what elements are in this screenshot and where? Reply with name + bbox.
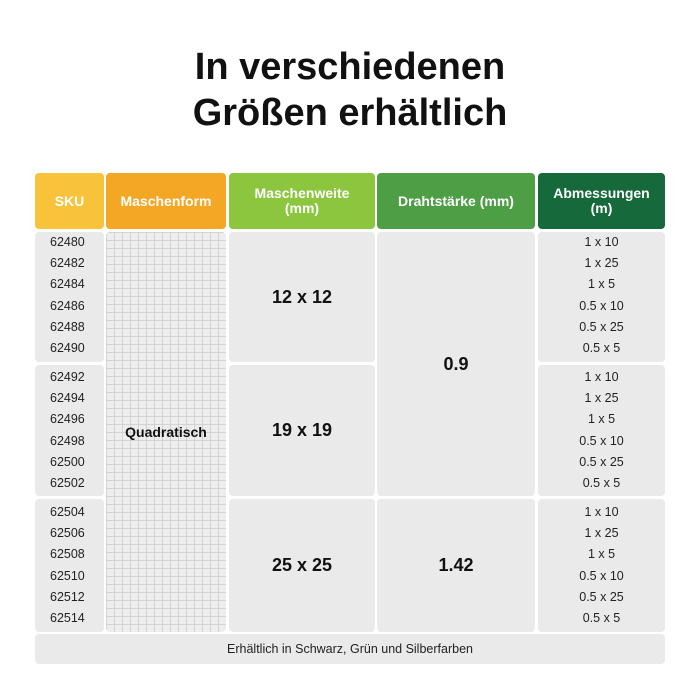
header-abmessungen: Abmessungen (m)	[538, 173, 665, 229]
sku-cell: 62508	[50, 547, 85, 562]
header-sku-label: SKU	[54, 192, 85, 209]
sku-cell: 62480	[50, 235, 85, 249]
abmessungen-cell: 0.5 x 5	[582, 340, 621, 355]
sku-cell: 62496	[50, 412, 85, 427]
maschenweite-cell-3: 25 x 25	[229, 499, 375, 632]
abmessungen-cell: 0.5 x 25	[579, 589, 624, 604]
sku-list-group-1: 62480 62482 62484 62486 62488 62490	[35, 232, 105, 359]
maschenweite-value: 12 x 12	[271, 286, 333, 307]
abmessungen-cell: 0.5 x 25	[579, 319, 624, 334]
abmessungen-cell: 1 x 5	[587, 277, 616, 292]
sku-list-group-3: 62504 62506 62508 62510 62512 62514	[35, 502, 105, 629]
sku-cell: 62498	[50, 433, 85, 448]
page-title: In verschiedenen Größen erhältlich	[0, 44, 700, 136]
sku-block-1	[35, 232, 104, 362]
header-abmessungen-unit: (m)	[590, 200, 613, 216]
header-abmessungen-label: Abmessungen	[553, 185, 650, 201]
sku-block-2	[35, 365, 104, 496]
sku-cell: 62492	[50, 370, 85, 384]
abmessungen-cell: 0.5 x 25	[579, 454, 624, 469]
sku-cell: 62490	[50, 340, 85, 355]
availability-footer: Erhältlich in Schwarz, Grün und Silberfa…	[35, 634, 665, 664]
maschenform-cell: Quadratisch	[106, 232, 226, 632]
abmessungen-block-2	[538, 365, 665, 496]
header-maschenweite-label: Maschenweite	[254, 185, 350, 201]
sku-cell: 62494	[50, 391, 85, 406]
abmessungen-cell: 0.5 x 5	[582, 475, 621, 490]
sku-cell: 62514	[50, 610, 85, 625]
maschenweite-value: 19 x 19	[271, 420, 333, 440]
abmessungen-block-3	[538, 499, 665, 632]
abmessungen-list-group-1: 1 x 10 1 x 25 1 x 5 0.5 x 10 0.5 x 25 0.…	[538, 232, 665, 359]
header-maschenweite: Maschenweite (mm)	[229, 173, 375, 229]
abmessungen-cell: 1 x 25	[584, 256, 619, 271]
abmessungen-cell: 1 x 5	[587, 547, 616, 562]
maschenform-value: Quadratisch	[125, 424, 207, 440]
sku-cell: 62484	[50, 277, 85, 292]
abmessungen-block-1	[538, 232, 665, 362]
title-line-2: Größen erhältlich	[192, 92, 508, 134]
sku-cell: 62510	[50, 568, 85, 583]
sku-cell: 62482	[50, 256, 85, 271]
availability-note: Erhältlich in Schwarz, Grün und Silberfa…	[227, 642, 473, 656]
title-line-1: In verschiedenen	[194, 46, 506, 88]
sku-cell: 62500	[50, 454, 85, 469]
sku-cell: 62502	[50, 475, 85, 490]
abmessungen-cell: 0.5 x 10	[579, 298, 624, 313]
maschenweite-cell-1: 12 x 12	[229, 232, 375, 362]
header-maschenform: Maschenform	[106, 173, 226, 229]
drahtstaerke-cell-2: 1.42	[377, 499, 535, 632]
abmessungen-list-group-3: 1 x 10 1 x 25 1 x 5 0.5 x 10 0.5 x 25 0.…	[538, 502, 665, 629]
abmessungen-cell: 1 x 10	[584, 235, 619, 249]
abmessungen-cell: 1 x 25	[584, 526, 619, 541]
abmessungen-list-group-2: 1 x 10 1 x 25 1 x 5 0.5 x 10 0.5 x 25 0.…	[538, 367, 665, 494]
header-drahtstaerke: Drahtstärke (mm)	[377, 173, 535, 229]
sku-cell: 62512	[50, 589, 85, 604]
sku-cell: 62504	[50, 505, 85, 519]
drahtstaerke-cell-1: 0.9	[377, 232, 535, 496]
abmessungen-cell: 1 x 10	[584, 505, 619, 519]
abmessungen-cell: 1 x 25	[584, 391, 619, 406]
abmessungen-cell: 0.5 x 5	[582, 610, 621, 625]
header-drahtstaerke-label: Drahtstärke (mm)	[398, 192, 514, 209]
header-sku: SKU	[35, 173, 104, 229]
abmessungen-cell: 1 x 10	[584, 370, 619, 384]
drahtstaerke-value: 0.9	[443, 353, 469, 374]
sku-cell: 62488	[50, 319, 85, 334]
abmessungen-cell: 1 x 5	[587, 412, 616, 427]
maschenweite-value: 25 x 25	[271, 555, 333, 575]
sku-cell: 62486	[50, 298, 85, 313]
sku-block-3	[35, 499, 104, 632]
abmessungen-cell: 0.5 x 10	[579, 568, 624, 583]
maschenweite-cell-2: 19 x 19	[229, 365, 375, 496]
sku-cell: 62506	[50, 526, 85, 541]
header-maschenweite-unit: (mm)	[284, 200, 320, 216]
header-maschenform-label: Maschenform	[120, 192, 212, 209]
sku-list-group-2: 62492 62494 62496 62498 62500 62502	[35, 367, 105, 494]
drahtstaerke-value: 1.42	[438, 555, 474, 575]
abmessungen-cell: 0.5 x 10	[579, 433, 624, 448]
